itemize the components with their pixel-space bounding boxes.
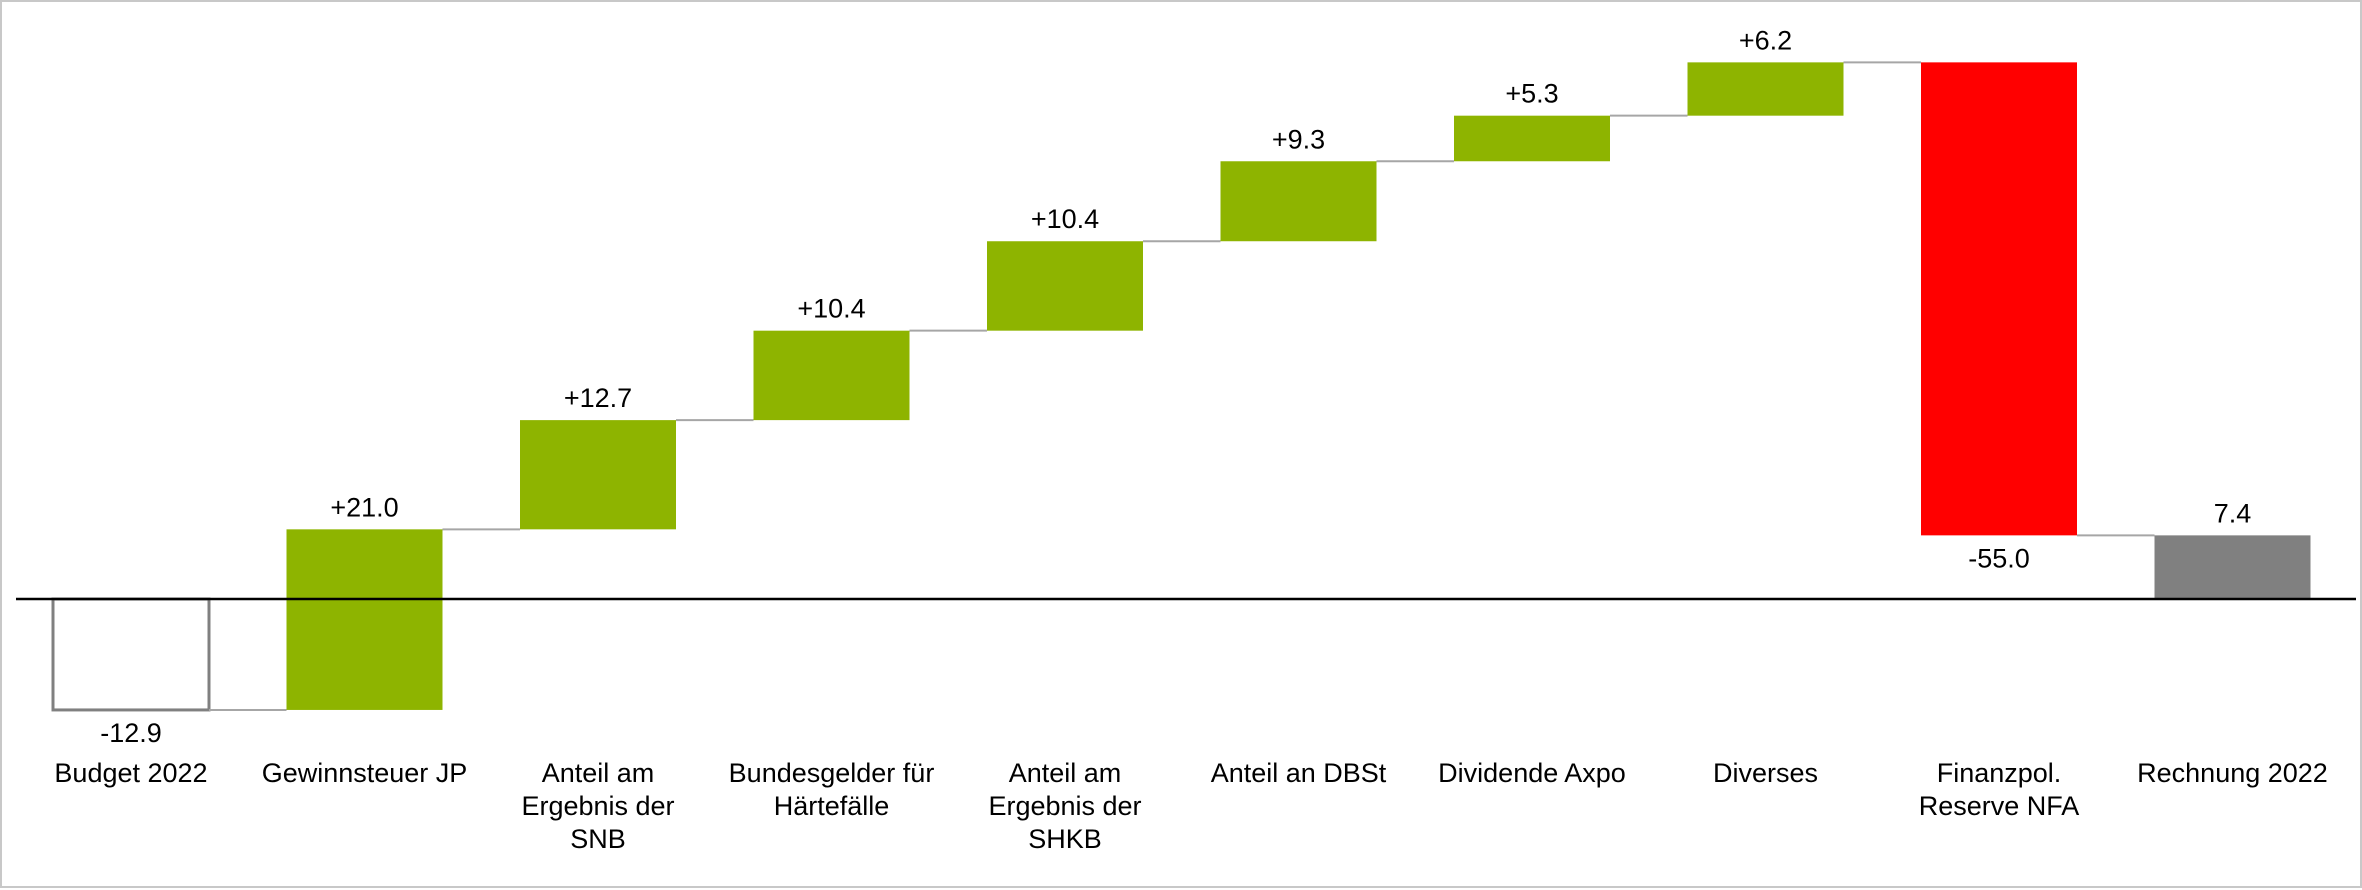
waterfall-bar [520,420,676,530]
waterfall-bar [987,241,1143,331]
waterfall-bar [1687,62,1844,116]
category-label: Ergebnis der [988,791,1141,821]
category-label: SNB [570,824,626,854]
waterfall-bar [2154,535,2311,599]
category-label: Gewinnsteuer JP [262,758,468,788]
waterfall-bar [51,597,211,712]
category-label: Anteil am [1009,758,1122,788]
category-label: SHKB [1028,824,1102,854]
category-label: Dividende Axpo [1438,758,1626,788]
data-label: +5.3 [1505,79,1558,109]
waterfall-bar [1220,161,1377,242]
data-label: 7.4 [2214,498,2252,528]
category-label: Rechnung 2022 [2137,758,2328,788]
data-label: -12.9 [100,718,162,748]
category-label: Finanzpol. [1937,758,2062,788]
data-label: +12.7 [564,383,632,413]
waterfall-bar [1921,62,2077,536]
category-label: Diverses [1713,758,1818,788]
category-label: Ergebnis der [521,791,674,821]
category-label: Bundesgelder für [729,758,935,788]
waterfall-bar [1454,115,1610,162]
category-label: Anteil an DBSt [1211,758,1387,788]
data-label: +6.2 [1739,25,1792,55]
category-label: Budget 2022 [54,758,207,788]
data-label: +10.4 [797,294,865,324]
category-label: Härtefälle [774,791,890,821]
data-label: +21.0 [330,492,398,522]
category-label: Anteil am [542,758,655,788]
data-label: +9.3 [1272,124,1325,154]
data-label: +10.4 [1031,204,1099,234]
waterfall-bar [753,330,910,421]
category-label: Reserve NFA [1919,791,2080,821]
waterfall-bar [286,529,443,710]
data-label: -55.0 [1968,543,2030,573]
